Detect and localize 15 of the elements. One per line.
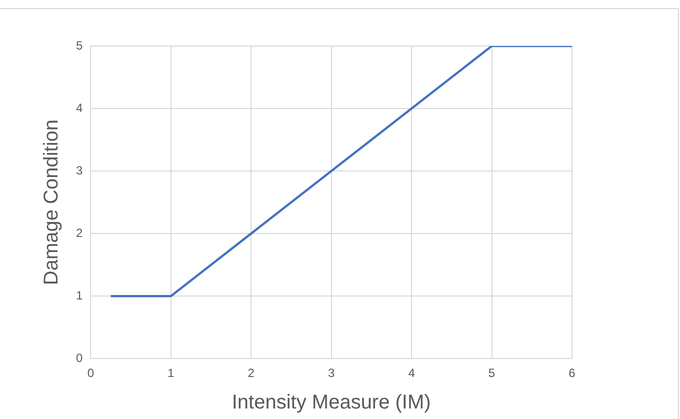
- y-tick-label: 4: [76, 100, 83, 115]
- x-tick-label: 4: [408, 366, 416, 380]
- y-tick-label: 3: [76, 163, 83, 178]
- x-tick-label: 0: [87, 366, 94, 380]
- y-tick-label: 5: [76, 38, 83, 52]
- x-tick-label: 3: [328, 366, 335, 380]
- x-axis-title: Intensity Measure (IM): [232, 392, 431, 414]
- x-tick-label: 1: [168, 366, 175, 380]
- x-tick-label: 2: [248, 366, 255, 380]
- x-tick-label: 5: [488, 366, 496, 380]
- y-tick-label: 1: [76, 288, 83, 302]
- y-tick-label: 0: [76, 350, 83, 365]
- y-axis-title: Damage Condition: [40, 119, 63, 286]
- x-tick-label: 6: [568, 366, 576, 380]
- y-tick-label: 2: [76, 226, 83, 240]
